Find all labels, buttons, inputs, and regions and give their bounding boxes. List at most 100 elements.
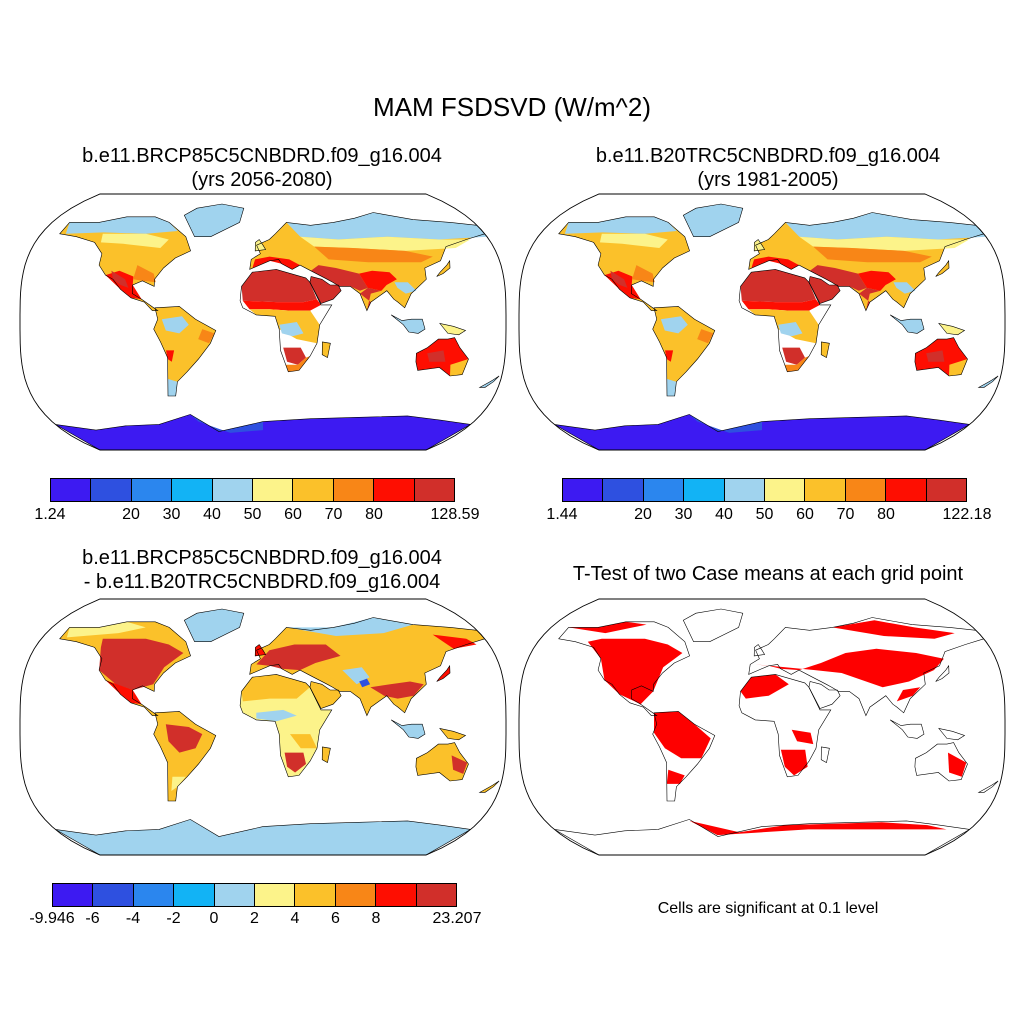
coastline-australia xyxy=(914,337,968,377)
coastline-newguinea xyxy=(938,727,966,741)
colorbar-label: 6 xyxy=(331,910,340,927)
coastline-greenland xyxy=(183,203,245,237)
significant-region xyxy=(896,687,921,702)
coastline-namerica xyxy=(558,621,690,716)
color-patch xyxy=(286,212,487,240)
panel-difference-title-line2: - b.e11.B20TRC5CNBDRD.f09_g16.004 xyxy=(83,571,441,593)
color-patch xyxy=(359,678,371,688)
colorbar-cell xyxy=(805,479,846,501)
color-patch xyxy=(190,414,263,433)
coastline-namerica xyxy=(59,216,191,311)
map-ttest xyxy=(517,597,1007,857)
coastline-japan xyxy=(935,664,950,682)
coastline-antarctica xyxy=(55,819,472,855)
coastline-greenland xyxy=(682,608,744,642)
color-patch xyxy=(554,414,970,450)
colorbar-label: 80 xyxy=(365,506,383,523)
color-patch xyxy=(660,316,688,334)
map-svg xyxy=(19,193,507,451)
colorbar-label: 4 xyxy=(290,910,300,927)
color-patch xyxy=(171,776,186,791)
color-patch xyxy=(785,212,986,240)
coastline-uk xyxy=(254,239,267,252)
color-patch xyxy=(100,233,169,248)
color-patch xyxy=(751,256,799,270)
coastline-australia xyxy=(415,742,469,782)
color-patch xyxy=(314,246,433,263)
color-patch xyxy=(184,204,244,237)
significant-region xyxy=(568,621,647,634)
coastline-madagascar xyxy=(820,746,830,764)
color-patch xyxy=(432,634,477,649)
colorbar-cell xyxy=(295,884,336,906)
colorbar-label: 70 xyxy=(324,506,343,523)
color-patch xyxy=(893,282,916,294)
map-svg xyxy=(518,598,1006,856)
significant-region xyxy=(791,729,814,745)
color-patch xyxy=(858,270,896,291)
color-patch xyxy=(256,644,341,671)
colorbar-cell xyxy=(174,884,215,906)
colorbar-cell xyxy=(765,479,806,501)
coastline-greenland xyxy=(682,203,744,237)
color-patch xyxy=(241,269,317,303)
coastline-africa xyxy=(239,674,333,778)
panel-historical-title: b.e11.B20TRC5CNBDRD.f09_g16.004 (yrs 198… xyxy=(518,144,1018,192)
color-patch xyxy=(342,667,370,685)
color-patch xyxy=(451,755,468,774)
coastline-newzealand xyxy=(478,375,500,388)
coastline-indonesia xyxy=(391,719,426,739)
colorbar-cell xyxy=(845,479,887,501)
significant-region xyxy=(832,620,955,639)
significant-region xyxy=(666,769,685,784)
panel-historical-title-line1: b.e11.B20TRC5CNBDRD.f09_g16.004 xyxy=(595,145,941,167)
colorbar-label: 20 xyxy=(634,506,652,523)
color-patch xyxy=(360,287,382,311)
panel-future-title: b.e11.BRCP85C5CNBDRD.f09_g16.004 (yrs 20… xyxy=(12,144,512,192)
color-patch xyxy=(450,359,469,376)
color-patch xyxy=(184,609,244,642)
color-patch xyxy=(66,621,146,638)
colorbar-label: -6 xyxy=(85,910,100,927)
colorbar-label: -2 xyxy=(166,910,181,927)
color-patch xyxy=(242,299,321,311)
colorbar-label: 30 xyxy=(674,506,693,523)
coastline-antarctica xyxy=(55,414,472,450)
colorbar-cell xyxy=(684,479,725,501)
color-patch xyxy=(689,414,762,433)
color-patch xyxy=(241,674,310,702)
color-patch xyxy=(322,746,331,763)
color-patch xyxy=(284,752,306,773)
coastline-eurasia xyxy=(748,617,985,717)
coastline-newguinea xyxy=(938,322,966,336)
coastline-japan xyxy=(436,259,451,277)
map-historical xyxy=(517,192,1007,452)
colorbar-difference xyxy=(52,883,457,907)
coastline-newzealand xyxy=(977,780,999,793)
colorbar-cell xyxy=(51,479,92,501)
color-patch xyxy=(799,236,970,251)
colorbar-label: 122.18 xyxy=(942,506,992,523)
colorbar-label: 40 xyxy=(715,506,733,523)
coastline-uk xyxy=(753,644,766,657)
color-patch xyxy=(55,414,471,450)
coastline-newguinea xyxy=(439,322,467,336)
color-patch xyxy=(99,638,184,690)
map-svg xyxy=(19,598,507,856)
color-patch xyxy=(286,617,413,636)
color-patch xyxy=(564,216,677,234)
color-patch xyxy=(279,322,304,337)
colorbar-label: 40 xyxy=(203,506,221,523)
color-patch xyxy=(240,674,332,777)
color-patch xyxy=(249,617,485,716)
coastline-samerica xyxy=(652,306,716,397)
color-patch xyxy=(632,265,655,283)
color-patch xyxy=(813,246,932,263)
color-patch xyxy=(300,236,471,251)
coastline-japan xyxy=(935,259,950,277)
color-patch xyxy=(439,728,466,740)
colorbar-cell xyxy=(293,479,334,501)
color-patch xyxy=(859,287,881,311)
colorbar-cell xyxy=(376,884,417,906)
panel-difference-title: b.e11.BRCP85C5CNBDRD.f09_g16.004 - b.e11… xyxy=(12,546,512,594)
